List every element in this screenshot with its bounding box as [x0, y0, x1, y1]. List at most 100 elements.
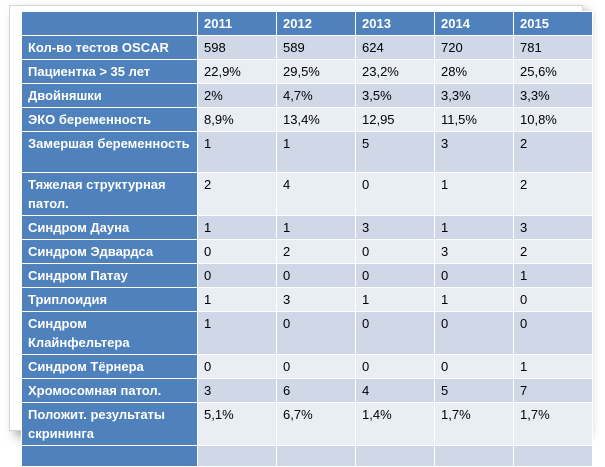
table-cell: 8,9%: [197, 107, 277, 132]
table-cell: 0: [276, 354, 356, 379]
table-cell: 598: [197, 35, 277, 60]
table-cell: 1: [197, 311, 277, 355]
table-row: Хромосомная патол. 3 6 4 5 7: [21, 378, 593, 403]
table-cell: 624: [355, 35, 435, 60]
row-label: Триплоидия: [21, 287, 198, 312]
table-cell: 0: [276, 263, 356, 288]
table-cell: 0: [355, 172, 435, 216]
table-cell: 5: [355, 131, 435, 173]
row-label: [21, 445, 198, 467]
table-cell: 2: [513, 172, 593, 216]
table-cell: 589: [276, 35, 356, 60]
table-cell: 1: [513, 263, 593, 288]
table-cell: 0: [197, 354, 277, 379]
header-cell: [21, 11, 198, 36]
table-cell: [355, 445, 435, 467]
table-row: Синдром Тёрнера 0 0 0 0 1: [21, 354, 593, 379]
table-cell: 1,7%: [434, 402, 514, 446]
table-cell: 1: [197, 287, 277, 312]
table-cell: 2: [197, 172, 277, 216]
table-cell: 3: [434, 131, 514, 173]
table-cell: [197, 445, 277, 467]
table-cell: 0: [434, 311, 514, 355]
table-cell: 0: [513, 311, 593, 355]
table-cell: 2: [276, 239, 356, 264]
table-cell: 3,5%: [355, 83, 435, 108]
table-cell: 0: [513, 287, 593, 312]
header-cell: 2011: [197, 11, 277, 36]
table-cell: 4: [355, 378, 435, 403]
table-cell: 5,1%: [197, 402, 277, 446]
table-cell: 0: [434, 263, 514, 288]
table-cell: 5: [434, 378, 514, 403]
table-row: Синдром Дауна 1 1 3 1 3: [21, 215, 593, 240]
table-cell: 3,3%: [513, 83, 593, 108]
table-cell: 3,3%: [434, 83, 514, 108]
table-cell: 1: [197, 215, 277, 240]
table-row: Замершая беременность 1 1 5 3 2: [21, 131, 593, 173]
table-cell: 0: [355, 263, 435, 288]
table-row: Синдром Патау 0 0 0 0 1: [21, 263, 593, 288]
table-cell: 28%: [434, 59, 514, 84]
row-label: Синдром Клайнфельтера: [21, 311, 198, 355]
table-cell: 1,7%: [513, 402, 593, 446]
row-label: Положит. результаты скрининга: [21, 402, 198, 446]
table-cell: 0: [355, 311, 435, 355]
table-cell: 12,95: [355, 107, 435, 132]
row-label: Тяжелая структурная патол.: [21, 172, 198, 216]
table-cell: 4,7%: [276, 83, 356, 108]
table-cell: 1: [434, 172, 514, 216]
table-cell: 29,5%: [276, 59, 356, 84]
row-label: Замершая беременность: [21, 131, 198, 173]
table-cell: [276, 445, 356, 467]
table-cell: 781: [513, 35, 593, 60]
table-cell: 3: [276, 287, 356, 312]
row-label: Пациентка > 35 лет: [21, 59, 198, 84]
table-row: Положит. результаты скрининга 5,1% 6,7% …: [21, 402, 593, 446]
table-cell: 3: [434, 239, 514, 264]
table-cell: 0: [355, 354, 435, 379]
table-cell: 0: [355, 239, 435, 264]
table-cell: 2: [513, 131, 593, 173]
table-cell: 4: [276, 172, 356, 216]
table-cell: 25,6%: [513, 59, 593, 84]
table-row: Синдром Эдвардса 0 2 0 3 2: [21, 239, 593, 264]
table-row: Кол-во тестов OSCAR 598 589 624 720 781: [21, 35, 593, 60]
table-cell: 3: [197, 378, 277, 403]
table-cell: [434, 445, 514, 467]
table-row: Пациентка > 35 лет 22,9% 29,5% 23,2% 28%…: [21, 59, 593, 84]
table-cell: 1: [355, 287, 435, 312]
row-label: Кол-во тестов OSCAR: [21, 35, 198, 60]
table-cell: 23,2%: [355, 59, 435, 84]
table-cell: 1: [197, 131, 277, 173]
table-cell: 3: [513, 215, 593, 240]
row-label: Синдром Дауна: [21, 215, 198, 240]
table-cell: 2%: [197, 83, 277, 108]
table-cell: 720: [434, 35, 514, 60]
header-row: 2011 2012 2013 2014 2015: [21, 11, 593, 36]
table-cell: 6,7%: [276, 402, 356, 446]
table-cell: 0: [197, 239, 277, 264]
row-label: Синдром Тёрнера: [21, 354, 198, 379]
header-cell: 2013: [355, 11, 435, 36]
row-label: Двойняшки: [21, 83, 198, 108]
row-label: Синдром Эдвардса: [21, 239, 198, 264]
row-label: Хромосомная патол.: [21, 378, 198, 403]
header-cell: 2012: [276, 11, 356, 36]
table-cell: 1: [276, 131, 356, 173]
table-row: Триплоидия 1 3 1 1 0: [21, 287, 593, 312]
table-cell: 0: [434, 354, 514, 379]
table-cell: 13,4%: [276, 107, 356, 132]
header-cell: 2014: [434, 11, 514, 36]
table-cell: 7: [513, 378, 593, 403]
table-row: Тяжелая структурная патол. 2 4 0 1 2: [21, 172, 593, 216]
table-cell: 3: [355, 215, 435, 240]
table-cell: 0: [197, 263, 277, 288]
table-row: Синдром Клайнфельтера 1 0 0 0 0: [21, 311, 593, 355]
table-row: Двойняшки 2% 4,7% 3,5% 3,3% 3,3%: [21, 83, 593, 108]
row-label: Синдром Патау: [21, 263, 198, 288]
table-cell: 0: [276, 311, 356, 355]
table-cell: 1: [434, 215, 514, 240]
table-cell: 10,8%: [513, 107, 593, 132]
table-row-empty: [21, 445, 593, 467]
